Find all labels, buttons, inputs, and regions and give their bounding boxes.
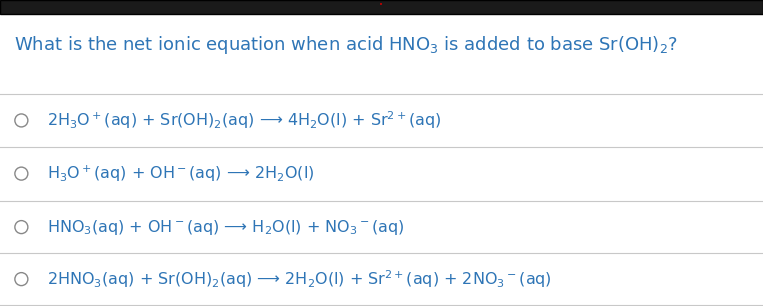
Text: H$_3$O$^+$(aq) + OH$^-$(aq) ⟶ 2H$_2$O(l): H$_3$O$^+$(aq) + OH$^-$(aq) ⟶ 2H$_2$O(l) <box>47 163 314 184</box>
Text: •: • <box>379 2 384 8</box>
Text: 2HNO$_3$(aq) + Sr(OH)$_2$(aq) ⟶ 2H$_2$O(l) + Sr$^{2+}$(aq) + 2NO$_3$$^-$(aq): 2HNO$_3$(aq) + Sr(OH)$_2$(aq) ⟶ 2H$_2$O(… <box>47 268 552 290</box>
Text: HNO$_3$(aq) + OH$^-$(aq) ⟶ H$_2$O(l) + NO$_3$$^-$(aq): HNO$_3$(aq) + OH$^-$(aq) ⟶ H$_2$O(l) + N… <box>47 218 405 237</box>
Text: What is the net ionic equation when acid HNO$_3$ is added to base Sr(OH)$_2$?: What is the net ionic equation when acid… <box>14 34 678 56</box>
Text: 2H$_3$O$^+$(aq) + Sr(OH)$_2$(aq) ⟶ 4H$_2$O(l) + Sr$^{2+}$(aq): 2H$_3$O$^+$(aq) + Sr(OH)$_2$(aq) ⟶ 4H$_2… <box>47 110 442 131</box>
